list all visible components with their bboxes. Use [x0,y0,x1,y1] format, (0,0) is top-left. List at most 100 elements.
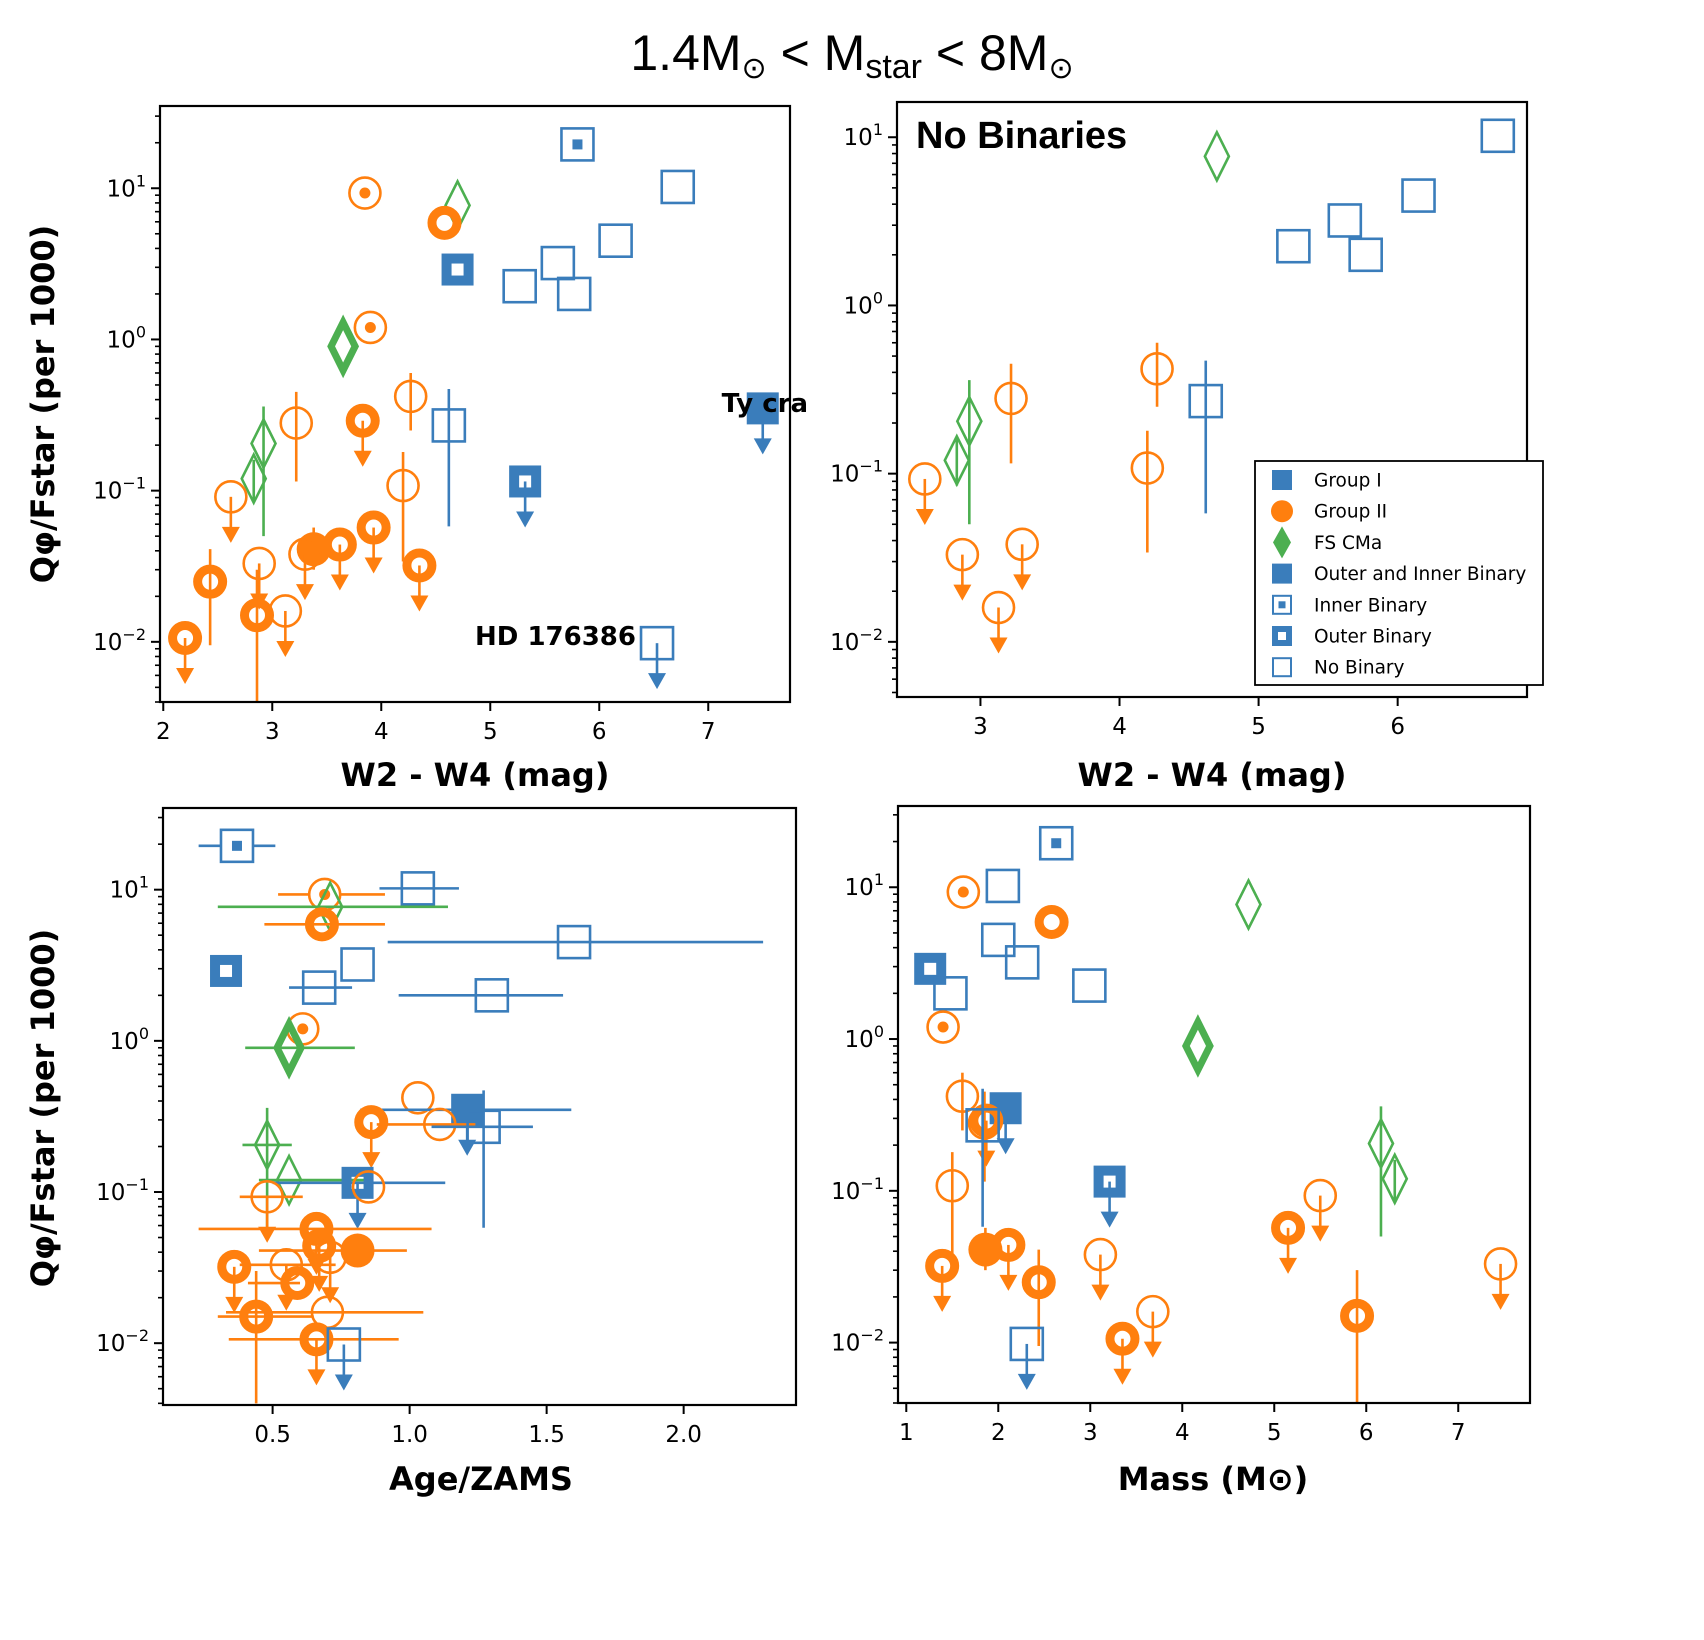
point-group [1235,877,1262,932]
x-tick-label: 4 [374,719,389,745]
annotation-ty-cra: Ty cra [722,389,808,419]
point-group [193,549,228,646]
point-group [1181,1014,1214,1078]
marker-circle-outer [402,548,437,583]
marker-circle-open [981,590,1016,625]
x-tick-label: 2 [991,1420,1006,1446]
suptitle: 1.4M⊙ < Mstar < 8M⊙ [630,25,1073,86]
marker-square-open [326,1327,362,1362]
marker-square-open [1327,203,1363,238]
point-group [946,875,981,909]
data-point [908,462,942,496]
legend-marker-hole [1278,632,1286,640]
marker-circle-open [1005,527,1039,562]
point-group [1004,945,1040,980]
legend-marker-diamond [1273,526,1291,559]
axes-frame [161,806,798,1407]
point-group [1140,342,1174,407]
point-group [351,1170,386,1204]
marker-diamond-outer [273,1015,305,1080]
y-tick-label: 101 [844,120,883,151]
upper-limit-arrow [999,1274,1018,1291]
data-point [253,1117,281,1172]
point-group [1271,1210,1306,1274]
marker-square-outer [210,954,243,987]
data-point [1348,237,1383,273]
marker-square-open [1004,945,1040,980]
point-group [1136,1294,1170,1358]
data-point [354,1105,389,1140]
data-point [193,564,228,599]
data-point [353,310,388,345]
marker-circle-open [908,462,942,496]
point-group [398,978,564,1013]
marker-square-dot [231,840,242,851]
data-point [401,1080,435,1115]
data-point [422,1107,457,1142]
data-point [431,408,467,443]
point-group [660,169,696,205]
suptitle-part-b: < M [767,25,866,81]
data-point [598,223,633,258]
x-tick-label: 3 [973,714,988,740]
data-point [219,828,255,864]
legend-item: Outer Binary [1272,626,1432,648]
data-point [1381,1151,1409,1206]
point-group [945,537,980,601]
marker-circle-outer [1271,1210,1306,1245]
point-group [387,924,764,960]
x-tick-label: 6 [1359,1420,1374,1446]
point-group [1276,228,1311,264]
upper-limit-arrow [1100,1211,1119,1228]
y-axis-label: Qφ/Fstar (per 1000) [24,225,62,583]
marker-circle-filled [340,1233,375,1268]
marker-circle-outer [217,1249,252,1284]
x-tick-label: 6 [592,719,607,745]
point-group [240,451,268,506]
marker-square-open [301,970,337,1005]
x-tick-label: 1.0 [391,1422,428,1448]
data-point [242,546,276,581]
point-group [955,380,983,525]
point-group [1381,1151,1409,1206]
point-group [272,1166,446,1229]
point-group [379,871,459,906]
marker-diamond-open [1381,1151,1409,1206]
x-tick-label: 7 [701,719,716,745]
marker-square-open [1276,228,1311,264]
marker-circle-open [1140,352,1174,386]
marker-circle-open [351,1170,386,1204]
marker-circle-open [279,406,314,440]
legend-item: Group II [1271,500,1387,523]
data-point [945,537,980,572]
data-point [239,1299,274,1334]
data-point [288,537,322,571]
point-group [914,952,947,985]
data-point [945,1079,980,1114]
panel-title: No Binaries [916,115,1127,157]
data-point [1327,203,1363,238]
x-tick-label: 1.5 [528,1422,565,1448]
marker-circle-outer [925,1248,960,1283]
point-group [1303,1178,1338,1242]
data-point [299,1211,334,1246]
point-group [356,510,391,574]
marker-circle-outer [427,205,462,240]
marker-circle-filled [296,532,331,567]
data-point [994,381,1028,416]
marker-circle-outer [240,598,275,633]
upper-limit-arrow [353,450,372,467]
marker-circle-outer [1340,1298,1375,1333]
point-group [401,1080,435,1115]
point-group [376,1107,476,1142]
upper-limit-arrow [276,640,295,657]
data-point [214,480,248,514]
marker-circle-open [945,537,980,572]
data-point [1072,968,1107,1003]
upper-limit-arrow [1113,1368,1132,1385]
y-axis-label: Qφ/Fstar (per 1000) [24,929,62,1287]
legend-label: Inner Binary [1314,595,1427,616]
data-point [509,465,542,498]
series-points [914,825,1518,1403]
data-point [280,1266,315,1301]
